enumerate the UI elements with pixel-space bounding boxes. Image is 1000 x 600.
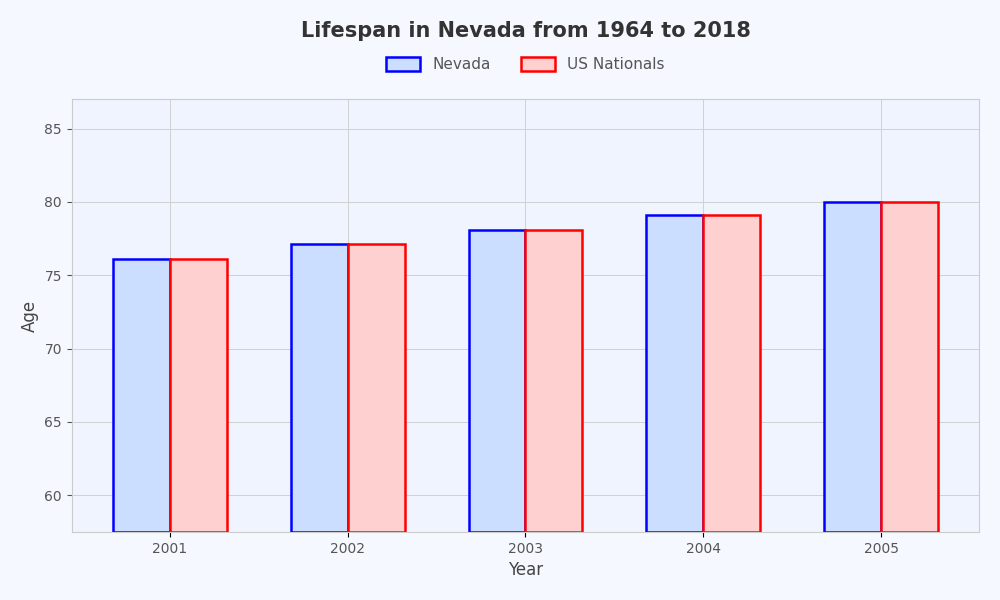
Bar [824,202,881,532]
Bar [291,244,348,532]
Bar [525,230,582,532]
Title: Lifespan in Nevada from 1964 to 2018: Lifespan in Nevada from 1964 to 2018 [301,21,750,41]
Bar [348,244,405,532]
Bar [881,202,938,532]
Bar [170,259,227,532]
Y-axis label: Age: Age [21,299,39,332]
Bar [469,230,525,532]
Legend: Nevada, US Nationals: Nevada, US Nationals [380,51,671,78]
X-axis label: Year: Year [508,561,543,579]
Bar [703,215,760,532]
Bar [646,215,703,532]
Bar [113,259,170,532]
